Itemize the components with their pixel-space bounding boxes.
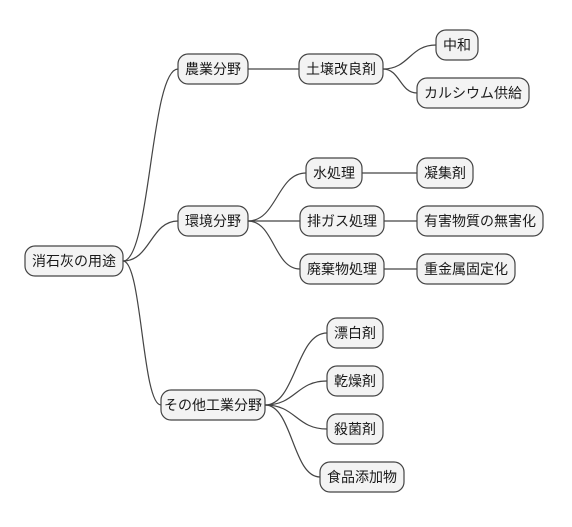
tree-node: 環境分野 bbox=[178, 206, 248, 236]
tree-node-label: カルシウム供給 bbox=[424, 85, 522, 101]
tree-node-label: 中和 bbox=[443, 37, 471, 53]
tree-node-label: 殺菌剤 bbox=[334, 421, 376, 437]
tree-node-label: 有害物質の無害化 bbox=[424, 213, 536, 229]
tree-node: 廃棄物処理 bbox=[300, 254, 384, 284]
tree-node-label: 食品添加物 bbox=[327, 469, 397, 485]
tree-node: 中和 bbox=[436, 30, 478, 60]
edge bbox=[265, 381, 327, 405]
tree-node: 殺菌剤 bbox=[327, 414, 383, 444]
tree-node-label: 廃棄物処理 bbox=[307, 261, 377, 277]
tree-node: 食品添加物 bbox=[320, 462, 404, 492]
tree-node-label: 排ガス処理 bbox=[307, 213, 377, 229]
tree-node-label: 凝集剤 bbox=[424, 165, 466, 181]
edge bbox=[383, 69, 417, 93]
edge bbox=[123, 261, 161, 405]
tree-node-label: 漂白剤 bbox=[334, 325, 376, 341]
tree-node: 農業分野 bbox=[178, 54, 248, 84]
edge bbox=[383, 45, 436, 69]
tree-node: 有害物質の無害化 bbox=[417, 206, 543, 236]
tree-node: 凝集剤 bbox=[417, 158, 473, 188]
tree-node: 漂白剤 bbox=[327, 318, 383, 348]
tree-node-label: その他工業分野 bbox=[164, 397, 262, 413]
tree-node: カルシウム供給 bbox=[417, 78, 529, 108]
tree-node: 排ガス処理 bbox=[300, 206, 384, 236]
edge bbox=[248, 173, 306, 221]
tree-node-label: 消石灰の用途 bbox=[32, 253, 116, 269]
tree-node-label: 水処理 bbox=[313, 165, 355, 181]
tree-diagram: 消石灰の用途 農業分野環境分野その他工業分野 土壌改良剤水処理排ガス処理廃棄物処理漂… bbox=[0, 0, 572, 527]
tree-node: 土壌改良剤 bbox=[299, 54, 383, 84]
edge bbox=[248, 221, 300, 269]
tree-node-label: 土壌改良剤 bbox=[306, 61, 376, 77]
tree-node-label: 重金属固定化 bbox=[424, 261, 508, 277]
tree-node: 水処理 bbox=[306, 158, 362, 188]
tree-node: その他工業分野 bbox=[161, 390, 265, 420]
tree-node-label: 乾燥剤 bbox=[334, 373, 376, 389]
tree-node-label: 環境分野 bbox=[185, 213, 241, 229]
edge bbox=[265, 405, 320, 477]
edge bbox=[123, 69, 178, 261]
tree-node: 乾燥剤 bbox=[327, 366, 383, 396]
edge bbox=[265, 333, 327, 405]
tree-node: 重金属固定化 bbox=[417, 254, 515, 284]
tree-node: 消石灰の用途 bbox=[25, 246, 123, 276]
tree-node-label: 農業分野 bbox=[185, 61, 241, 77]
